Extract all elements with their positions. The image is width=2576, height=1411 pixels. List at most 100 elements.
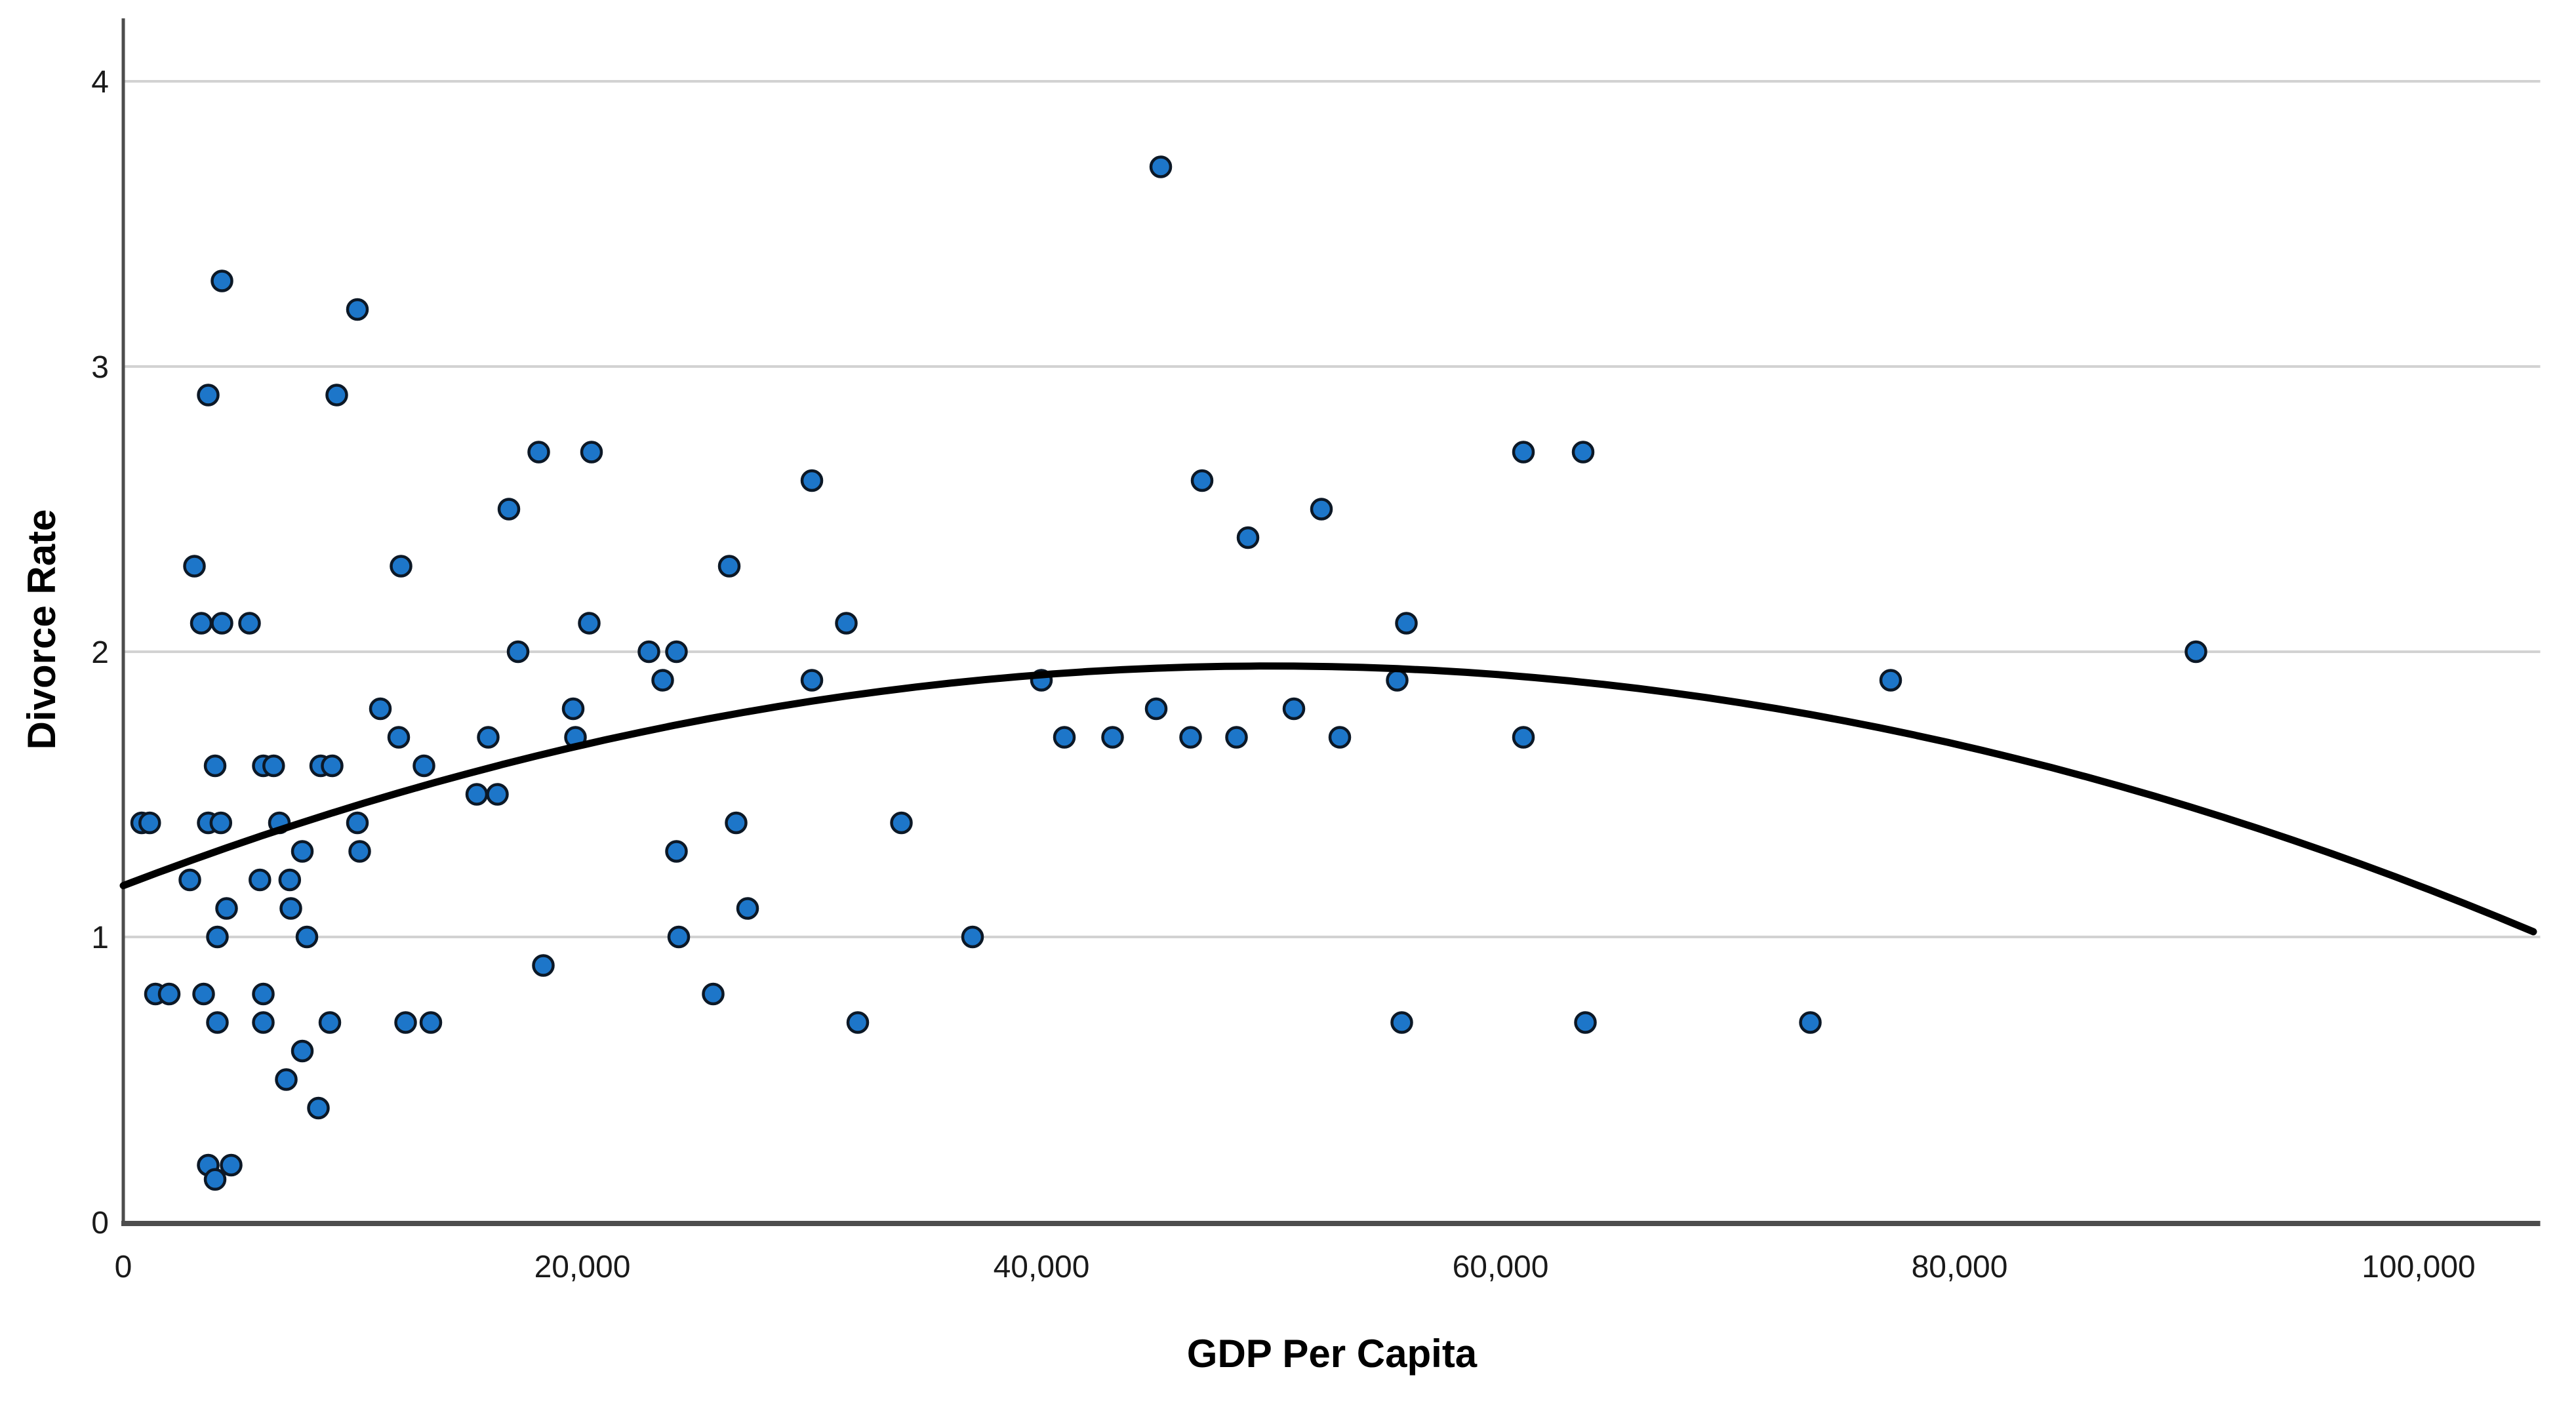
data-point [561, 697, 585, 721]
data-point [419, 1011, 443, 1034]
data-point [725, 811, 748, 835]
y-tick-label-0: 0 [91, 1206, 109, 1241]
data-point [665, 840, 688, 863]
x-tick-label-60,000: 60,000 [1453, 1250, 1549, 1284]
data-point [961, 925, 984, 949]
data-point [1282, 697, 1306, 721]
data-point [497, 498, 521, 521]
scatter-points [130, 155, 2207, 1191]
data-point [203, 754, 227, 778]
data-point [262, 754, 285, 778]
data-point [390, 555, 413, 578]
data-point [211, 612, 233, 635]
data-point [295, 925, 319, 949]
data-point [346, 298, 369, 321]
data-point [215, 897, 238, 920]
data-point [197, 384, 220, 407]
data-point [1225, 726, 1248, 749]
data-point [527, 441, 550, 464]
x-tick-label-40,000: 40,000 [994, 1250, 1090, 1284]
data-point [506, 640, 530, 664]
data-point [1574, 1011, 1597, 1034]
data-point [637, 640, 660, 664]
x-tick-label-0: 0 [115, 1250, 132, 1284]
data-point [1236, 526, 1260, 549]
data-point [325, 384, 348, 407]
data-point [1571, 441, 1595, 464]
data-point [486, 783, 509, 806]
data-point [1512, 441, 1535, 464]
data-point [717, 555, 741, 578]
data-point [252, 1011, 275, 1034]
data-point [465, 783, 489, 806]
data-point [178, 868, 201, 892]
fit-line [119, 662, 2537, 936]
data-point [800, 469, 824, 492]
data-point [275, 1068, 298, 1091]
y-tick-label-4: 4 [91, 65, 109, 100]
data-point [702, 982, 725, 1006]
data-point [1190, 469, 1214, 492]
data-point [209, 811, 233, 835]
data-point [1053, 726, 1076, 749]
data-point [220, 1153, 243, 1177]
data-point [203, 1168, 227, 1191]
x-tick-label-80,000: 80,000 [1912, 1250, 2008, 1284]
data-point [278, 868, 302, 892]
data-point [279, 897, 302, 920]
data-point [387, 726, 411, 749]
data-point [651, 669, 674, 692]
y-tick-label-3: 3 [91, 350, 109, 385]
data-point [206, 925, 229, 949]
data-point [736, 897, 759, 920]
data-point [1799, 1011, 1822, 1034]
y-tick-label-1: 1 [91, 921, 109, 955]
data-point [307, 1096, 330, 1120]
data-point [138, 811, 161, 835]
data-point [532, 954, 555, 977]
data-point [578, 612, 601, 635]
x-tick-label-100,000: 100,000 [2362, 1250, 2476, 1284]
data-point [252, 982, 275, 1006]
data-point [1310, 498, 1333, 521]
data-point [348, 840, 371, 863]
tick-labels: 0 1 2 3 4 0 20,000 40,000 60,000 80,000 100,000 [91, 65, 2475, 1284]
data-point [1101, 726, 1124, 749]
data-point [238, 612, 261, 635]
data-point [394, 1011, 417, 1034]
data-point [1149, 155, 1173, 178]
data-point [157, 982, 181, 1006]
axes [121, 18, 2541, 1226]
data-point [580, 441, 603, 464]
data-point [192, 982, 215, 1006]
data-point [1328, 726, 1352, 749]
data-point [477, 726, 500, 749]
data-point [665, 640, 688, 664]
data-point [1390, 1011, 1413, 1034]
data-point [1879, 669, 1902, 692]
data-point [835, 612, 858, 635]
data-point [190, 612, 213, 635]
data-point [318, 1011, 342, 1034]
data-point [249, 868, 272, 892]
fit-line-layer [119, 662, 2537, 936]
data-point [206, 1011, 229, 1034]
data-point [346, 811, 369, 835]
data-point [291, 1039, 314, 1063]
x-tick-label-20,000: 20,000 [534, 1250, 631, 1284]
data-point [846, 1011, 870, 1034]
y-tick-label-2: 2 [91, 635, 109, 670]
data-point [321, 754, 344, 778]
data-point [890, 811, 913, 835]
data-point [1144, 697, 1168, 721]
y-axis-title: Divorce Rate [20, 509, 64, 750]
data-point [1386, 669, 1409, 692]
data-point [413, 754, 435, 778]
data-point [211, 269, 233, 292]
data-point [667, 925, 691, 949]
data-point [1179, 726, 1202, 749]
data-point [800, 669, 824, 692]
data-point [291, 840, 314, 863]
